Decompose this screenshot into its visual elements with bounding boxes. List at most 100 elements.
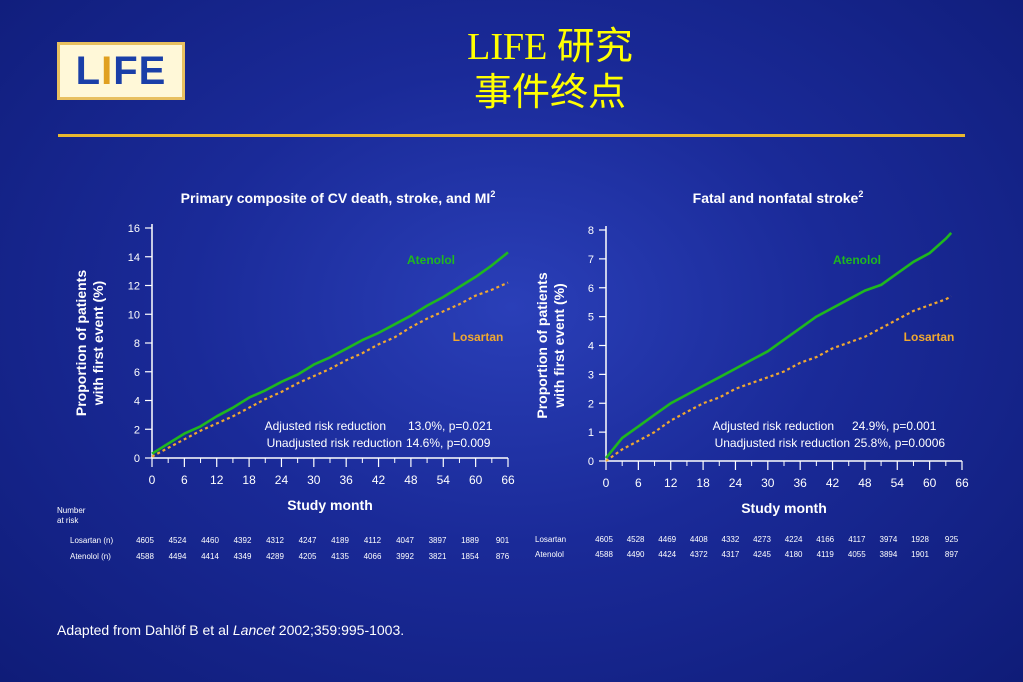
- x-tick-label: 24: [729, 476, 743, 490]
- at-risk-value: 4469: [658, 535, 676, 544]
- at-risk-value: 1928: [911, 535, 929, 544]
- atenolol-curve: [151, 251, 509, 455]
- losartan-label: Losartan: [904, 330, 955, 344]
- y-axis-label-line2: with first event (%): [90, 281, 106, 406]
- at-risk-value: 4205: [299, 552, 317, 561]
- at-risk-value: 4414: [201, 552, 219, 561]
- y-tick-label: 1: [588, 427, 594, 439]
- x-tick-label: 60: [469, 473, 483, 487]
- adjusted-risk-label: Adjusted risk reduction: [265, 419, 386, 433]
- x-tick-label: 54: [891, 476, 905, 490]
- at-risk-value: 3821: [429, 552, 447, 561]
- x-tick-label: 42: [826, 476, 840, 490]
- at-risk-value: 4494: [169, 552, 187, 561]
- y-tick-label: 2: [134, 424, 140, 436]
- y-tick-label: 6: [588, 283, 594, 295]
- at-risk-value: 1854: [461, 552, 479, 561]
- x-tick-label: 0: [603, 476, 610, 490]
- unadjusted-risk-label: Unadjusted risk reduction: [267, 436, 402, 450]
- y-tick-label: 7: [588, 254, 594, 266]
- at-risk-value: 4605: [136, 536, 154, 545]
- atenolol-curve: [604, 232, 953, 459]
- title-divider: [58, 134, 965, 137]
- at-risk-value: 4135: [331, 552, 349, 561]
- at-risk-value: 897: [945, 550, 959, 559]
- y-tick-label: 3: [588, 369, 594, 381]
- journal-name: Lancet: [232, 622, 275, 638]
- at-risk-value: 4460: [201, 536, 219, 545]
- number-at-risk-label-line2: at risk: [57, 516, 79, 525]
- at-risk-row-label: Losartan: [535, 535, 566, 544]
- at-risk-value: 4408: [690, 535, 708, 544]
- chart-title: Fatal and nonfatal stroke2: [693, 189, 864, 206]
- y-tick-label: 4: [134, 396, 140, 408]
- slide-title-line1: LIFE 研究: [467, 26, 633, 68]
- x-tick-label: 66: [501, 473, 515, 487]
- y-tick-label: 0: [134, 453, 140, 465]
- y-tick-label: 16: [128, 223, 140, 235]
- x-tick-label: 6: [635, 476, 642, 490]
- chart-title-footnote: 2: [858, 189, 863, 199]
- atenolol-label: Atenolol: [407, 253, 455, 267]
- at-risk-value: 3897: [429, 536, 447, 545]
- at-risk-value: 4066: [364, 552, 382, 561]
- x-tick-label: 48: [858, 476, 872, 490]
- chart-title: Primary composite of CV death, stroke, a…: [181, 189, 496, 206]
- at-risk-value: 4224: [785, 535, 803, 544]
- y-axis-label-line1: Proportion of patients: [534, 272, 550, 418]
- at-risk-value: 4605: [595, 535, 613, 544]
- x-tick-label: 48: [404, 473, 418, 487]
- losartan-curve: [151, 281, 509, 458]
- x-tick-label: 36: [340, 473, 354, 487]
- x-axis-label: Study month: [741, 500, 827, 516]
- at-risk-value: 1889: [461, 536, 479, 545]
- at-risk-value: 4317: [722, 550, 740, 559]
- y-tick-label: 4: [588, 341, 594, 353]
- chart-title-text: Fatal and nonfatal stroke: [693, 190, 859, 206]
- at-risk-value: 4490: [627, 550, 645, 559]
- at-risk-value: 4117: [848, 535, 866, 544]
- at-risk-value: 4392: [234, 536, 252, 545]
- at-risk-value: 4424: [658, 550, 676, 559]
- x-tick-label: 6: [181, 473, 188, 487]
- y-tick-label: 0: [588, 456, 594, 468]
- at-risk-value: 4524: [169, 536, 187, 545]
- number-at-risk-label-line1: Number: [57, 506, 86, 515]
- at-risk-value: 3894: [880, 550, 898, 559]
- at-risk-row-label: Atenolol: [535, 550, 564, 559]
- x-tick-label: 66: [955, 476, 969, 490]
- at-risk-value: 4247: [299, 536, 317, 545]
- at-risk-value: 4189: [331, 536, 349, 545]
- y-tick-label: 2: [588, 398, 594, 410]
- at-risk-value: 4112: [364, 536, 382, 545]
- logo-text: LIFE: [75, 48, 167, 93]
- unadjusted-risk-value: 25.8%, p=0.0006: [854, 436, 945, 450]
- unadjusted-risk-label: Unadjusted risk reduction: [715, 436, 850, 450]
- y-tick-label: 8: [134, 338, 140, 350]
- life-logo: LIFE: [57, 42, 185, 100]
- at-risk-value: 901: [496, 536, 510, 545]
- at-risk-value: 925: [945, 535, 959, 544]
- x-tick-label: 36: [794, 476, 808, 490]
- losartan-label: Losartan: [453, 330, 504, 344]
- x-tick-label: 54: [437, 473, 451, 487]
- at-risk-value: 4372: [690, 550, 708, 559]
- x-tick-label: 30: [307, 473, 321, 487]
- at-risk-value: 4289: [266, 552, 284, 561]
- at-risk-value: 4119: [817, 550, 835, 559]
- at-risk-row-label: Losartan (n): [70, 536, 113, 545]
- at-risk-value: 4588: [136, 552, 154, 561]
- at-risk-value: 3992: [396, 552, 414, 561]
- at-risk-value: 4180: [785, 550, 803, 559]
- x-tick-label: 30: [761, 476, 775, 490]
- at-risk-value: 876: [496, 552, 510, 561]
- x-tick-label: 60: [923, 476, 937, 490]
- adjusted-risk-label: Adjusted risk reduction: [713, 419, 834, 433]
- x-tick-label: 18: [696, 476, 710, 490]
- y-tick-label: 14: [128, 252, 140, 264]
- y-tick-label: 12: [128, 281, 140, 293]
- slide-title: LIFE 研究 事件终点: [300, 24, 800, 116]
- y-tick-label: 10: [128, 309, 140, 321]
- at-risk-value: 4273: [753, 535, 771, 544]
